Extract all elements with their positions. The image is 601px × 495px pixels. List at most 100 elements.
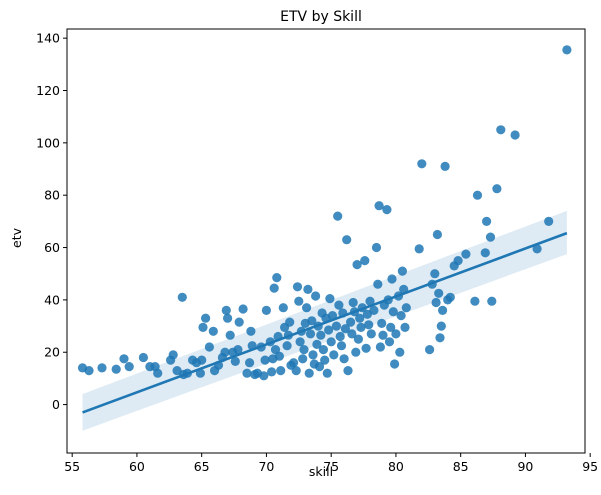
chart-title: ETV by Skill [280,9,362,25]
scatter-point [425,345,435,355]
scatter-point [386,322,396,332]
scatter-point [461,249,471,259]
scatter-point [364,320,374,330]
scatter-point [304,368,314,378]
scatter-point [267,367,277,377]
scatter-point [431,297,441,308]
scatter-point [325,294,335,304]
scatter-point [242,368,252,378]
x-tick-label: 70 [258,459,274,474]
scatter-point [351,347,361,357]
y-ticks: 0 20 40 60 80 100 120 140 [36,31,67,412]
scatter-point [373,279,383,289]
scatter-point [371,242,382,253]
scatter-point [326,337,336,347]
scatter-point [259,371,269,381]
scatter-point [238,304,248,314]
scatter-point [432,229,442,240]
scatter-point [234,317,244,327]
x-tick-label: 65 [194,459,210,474]
scatter-point [387,274,397,284]
scatter-point [378,330,388,340]
y-axis-label: etv [9,227,24,248]
scatter-point [532,244,542,254]
scatter-point [396,311,406,321]
scatter-point [316,330,326,340]
scatter-point [343,366,353,376]
scatter-point [198,322,208,332]
scatter-point [361,343,371,353]
scatter-point [294,296,304,306]
scatter-point [382,205,392,215]
regression-line-layer [82,231,568,414]
scatter-point [401,303,411,313]
scatter-point [307,316,317,326]
scatter-point [320,355,330,365]
x-tick-label: 75 [323,459,339,474]
scatter-point [360,256,370,266]
y-tick-label: 80 [44,188,60,203]
scatter-point [298,354,308,364]
scatter-point [153,368,163,378]
scatter-point [177,292,187,302]
scatter-point [285,317,295,327]
scatter-point [366,329,376,339]
scatter-point [261,305,271,315]
scatter-point [311,291,321,301]
scatter-point [391,329,401,339]
scatter-point [314,362,325,372]
scatter-point [305,329,316,339]
scatter-point [375,342,385,352]
scatter-point [124,362,134,372]
scatter-point [272,273,282,283]
scatter-point [274,351,284,361]
scatter-point [430,269,440,279]
scatter-point [369,305,379,315]
scatter-point [346,317,356,327]
scatter-point [356,322,366,332]
scatter-point [480,248,490,258]
scatter-point [355,313,365,323]
scatter-point [472,190,483,200]
scatter-point [329,350,339,360]
x-tick-label: 95 [582,459,598,474]
scatter-point [510,130,520,140]
x-tick-label: 60 [129,459,145,474]
scatter-point [84,366,94,376]
scatter-point [324,325,334,335]
scatter-point [225,330,235,340]
x-tick-label: 80 [388,459,404,474]
scatter-point [269,283,279,293]
scatter-point [487,296,497,306]
scatter-point [119,354,129,364]
scatter-point [470,296,480,306]
scatter-point [440,161,450,171]
scatter-point [339,354,349,364]
scatter-point [445,292,455,302]
scatter-point [434,288,444,298]
scatter-point [278,303,288,313]
scatter-point [388,307,398,317]
scatter-point [334,300,344,310]
scatter-point [138,352,148,363]
scatter-point [230,356,240,366]
y-tick-label: 60 [44,240,60,255]
scatter-point [208,326,218,336]
y-tick-label: 100 [36,135,60,150]
scatter-point [496,125,506,135]
y-tick-label: 140 [36,31,60,46]
scatter-point [562,45,572,55]
scatter-point [347,329,357,339]
scatter-point [302,303,312,313]
scatter-point [331,321,341,331]
scatter-point [340,324,350,334]
y-tick-label: 40 [44,292,60,307]
x-axis-label: skill [309,464,333,479]
scatter-point [168,350,178,360]
scatter-point [485,232,496,242]
scatter-point [352,260,362,270]
scatter-point [348,297,358,308]
points-layer [77,45,572,381]
scatter-point [299,345,309,355]
